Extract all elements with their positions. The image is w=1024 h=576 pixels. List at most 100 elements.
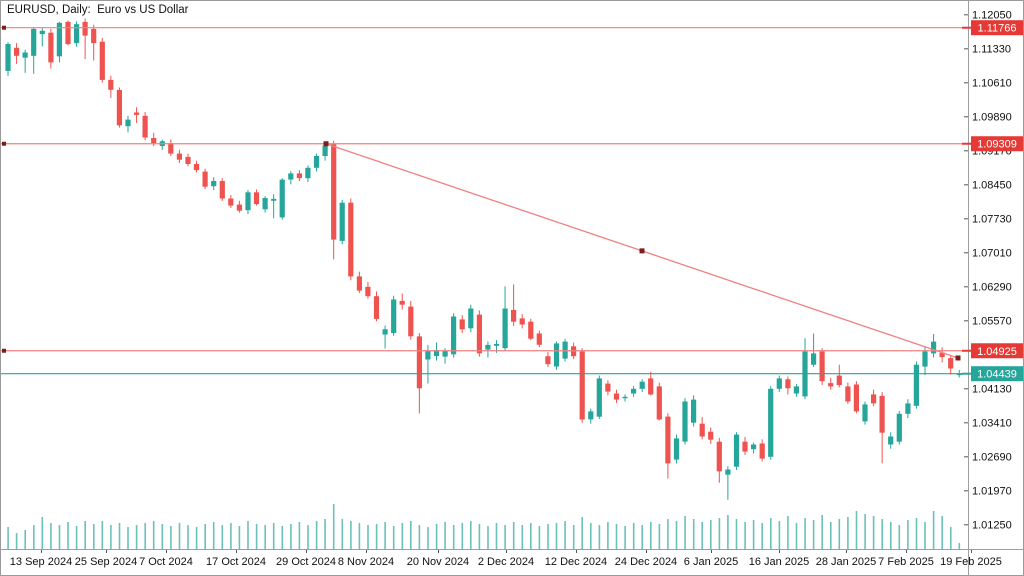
volume-bar [341, 519, 344, 549]
price-axis-label: 1.12050 [972, 9, 1012, 21]
candle-body [708, 431, 714, 440]
candle-body [811, 353, 817, 365]
line-anchor-marker[interactable] [2, 348, 6, 353]
trendline-anchor-marker[interactable] [955, 355, 961, 361]
volume-bar [881, 519, 883, 549]
candle-body [211, 181, 217, 187]
candle-body [228, 198, 234, 206]
volume-bar [478, 524, 481, 549]
volume-bar [470, 521, 472, 549]
volume-bar [375, 524, 378, 549]
candle-body [373, 296, 380, 319]
candle-body [648, 378, 654, 395]
volume-bar [924, 522, 926, 549]
volume-bar [418, 525, 421, 549]
candle-body [305, 167, 311, 179]
time-axis-label: 8 Nov 2024 [338, 556, 394, 568]
volume-bar [761, 523, 763, 549]
time-axis-label: 6 Jan 2025 [684, 556, 738, 568]
volume-bar [221, 525, 224, 549]
volume-bar [547, 524, 549, 549]
trendline-anchor-marker[interactable] [323, 141, 329, 147]
volume-bar [752, 520, 755, 549]
candle-body [382, 329, 388, 335]
candle-body [956, 373, 962, 376]
candle-body [322, 145, 328, 156]
volume-bar [367, 525, 369, 549]
volume-bar [941, 516, 943, 549]
volume-bar [864, 514, 866, 549]
candle-body [5, 44, 11, 71]
candle-body [399, 300, 405, 305]
price-axis-label: 1.06290 [972, 281, 1012, 293]
current-price-label: 1.04439 [977, 369, 1017, 381]
time-axis-label: 17 Oct 2024 [206, 556, 266, 568]
volume-bar [247, 521, 249, 549]
volume-bar [787, 516, 789, 549]
volume-bar [607, 522, 609, 549]
candle-body [74, 24, 80, 44]
candle-body [631, 388, 637, 394]
volume-bar [692, 519, 695, 549]
candle-body [836, 375, 842, 385]
candle-body [896, 413, 902, 442]
price-axis-label: 1.11330 [972, 43, 1011, 55]
candle-body [622, 396, 628, 399]
volume-bar [461, 523, 464, 549]
volume-bar [170, 526, 172, 549]
candle-body [691, 399, 697, 423]
chart-title: EURUSD, Daily: Euro vs US Dollar [7, 4, 189, 16]
candle-body [108, 79, 114, 90]
volume-bar [281, 526, 284, 549]
volume-bar [384, 522, 386, 549]
candle-body [134, 112, 140, 115]
candle-body [91, 28, 97, 44]
candle-body [125, 119, 131, 127]
candle-body [425, 351, 431, 360]
line-anchor-marker[interactable] [2, 25, 6, 30]
volume-bar [435, 524, 438, 549]
line-anchor-marker[interactable] [2, 141, 6, 146]
volume-bar [41, 517, 44, 549]
volume-bar [658, 524, 661, 549]
candle-body [785, 379, 791, 389]
candle-body [759, 443, 765, 459]
candle-body [768, 388, 774, 457]
price-axis-label: 1.04130 [972, 383, 1012, 395]
candle-body [828, 383, 834, 387]
volume-bar [401, 523, 404, 549]
candle-body [845, 386, 851, 402]
candle-body [176, 153, 182, 160]
volume-bar [521, 525, 524, 549]
candle-body [339, 202, 345, 241]
candle-body [879, 395, 885, 433]
candle-body [493, 343, 500, 346]
price-axis-label: 1.08450 [972, 179, 1012, 191]
volume-bar [495, 523, 498, 549]
candle-body [408, 306, 414, 337]
candle-body [528, 321, 534, 339]
candle-body [888, 436, 894, 445]
price-axis-label: 1.05570 [972, 315, 1012, 327]
volume-bar [315, 521, 318, 549]
volume-bar [144, 523, 146, 549]
candle-body [725, 469, 731, 475]
candle-body [545, 356, 551, 365]
candle-body [348, 202, 354, 277]
candle-body [536, 333, 542, 345]
volume-bar [50, 523, 52, 549]
volume-bar [932, 511, 935, 549]
volume-bar [410, 521, 412, 549]
candle-body [931, 341, 937, 354]
volume-bar [590, 523, 592, 549]
candle-body [65, 21, 71, 45]
trendline-anchor-marker[interactable] [639, 248, 645, 254]
time-axis-label: 20 Nov 2024 [407, 556, 469, 568]
volume-bar [135, 525, 138, 549]
volume-bar [392, 526, 395, 549]
volume-bar [727, 515, 729, 549]
candle-body [948, 358, 954, 369]
candle-body [356, 276, 362, 291]
volume-bar [187, 525, 189, 549]
